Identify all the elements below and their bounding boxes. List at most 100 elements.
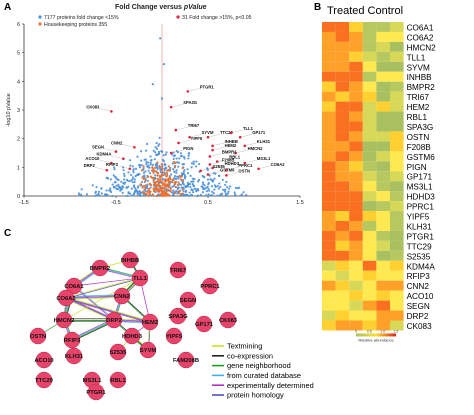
- heatmap-cell: [349, 81, 363, 92]
- scatter-point: [205, 190, 209, 193]
- scatter-point: [191, 183, 194, 186]
- scatter-point: [161, 178, 165, 181]
- housekeeping-point: [174, 191, 177, 195]
- heatmap-cell: [390, 310, 404, 321]
- scatter-point: [162, 63, 165, 66]
- housekeeping-point: [178, 174, 181, 178]
- heatmap-row-label: OSTN: [407, 133, 430, 142]
- scatter-point: [181, 182, 185, 185]
- label-leader: [171, 149, 184, 154]
- network-node: [29, 327, 47, 345]
- heatmap-cell: [322, 310, 336, 321]
- heatmap-cell: [362, 240, 377, 251]
- heatmap-cell: [349, 221, 363, 231]
- point-label: GP171: [252, 130, 266, 135]
- scatter-point: [203, 184, 206, 187]
- point-label: OSTN: [238, 168, 250, 173]
- heatmap-cell: [376, 171, 390, 182]
- housekeeping-point: [162, 194, 165, 197]
- heatmap-cell: [349, 131, 363, 142]
- scatter-point: [227, 190, 230, 193]
- scatter-point: [146, 142, 149, 146]
- scatter-point: [105, 189, 108, 192]
- scatter-point: [175, 190, 178, 193]
- scatter-point: [137, 185, 140, 188]
- scatter-point: [245, 193, 248, 197]
- network-node-label: RBL1: [110, 378, 126, 384]
- network-node: [141, 313, 159, 331]
- scatter-point: [207, 181, 210, 185]
- scatter-point: [175, 169, 178, 172]
- network-node: [105, 311, 123, 329]
- significant-point: [229, 131, 233, 135]
- scatter-point: [80, 188, 83, 191]
- label-leader: [217, 158, 230, 162]
- housekeeping-point: [143, 192, 146, 195]
- label-leader: [171, 103, 184, 108]
- scatter-point: [178, 157, 181, 160]
- scatter-point: [148, 172, 152, 175]
- y-tick-label: 1: [17, 165, 20, 171]
- heatmap-cell: [349, 121, 363, 132]
- housekeeping-point: [153, 190, 156, 193]
- heatmap-cell: [390, 71, 404, 82]
- significant-point: [206, 135, 210, 139]
- colorbar-tick: 1.5: [393, 329, 398, 333]
- colorbar-tick: 0: [355, 329, 357, 333]
- scatter-point: [188, 152, 191, 155]
- scatter-point: [103, 193, 107, 196]
- label-leader: [99, 108, 112, 112]
- scatter-point: [109, 178, 112, 181]
- significant-point: [114, 150, 118, 153]
- scatter-point: [134, 175, 137, 178]
- scatter-point: [123, 178, 126, 181]
- network-node-label: MS3L1: [83, 378, 102, 384]
- panel-c-letter: C: [4, 228, 12, 239]
- scatter-point: [199, 193, 202, 196]
- label-leader: [178, 139, 191, 144]
- network-node: [177, 351, 195, 369]
- heatmap-cell: [349, 91, 363, 102]
- scatter-point: [195, 189, 198, 192]
- heatmap-cell: [362, 171, 377, 182]
- scatter-point: [160, 97, 164, 100]
- legend-label: 7177 proteins fold change <15%: [44, 15, 119, 21]
- housekeeping-point: [139, 183, 143, 186]
- heatmap-cell: [376, 22, 390, 32]
- scatter-point: [145, 163, 148, 166]
- scatter-point: [213, 188, 216, 191]
- heatmap-cell: [322, 121, 336, 132]
- significant-point: [186, 90, 190, 93]
- network-node: [195, 315, 213, 333]
- network-node-label: TTC29: [35, 378, 53, 384]
- heatmap-cell: [376, 131, 390, 142]
- scatter-point: [131, 176, 135, 179]
- heatmap-cell: [335, 71, 350, 82]
- heatmap-row-label: RBL1: [407, 113, 428, 122]
- housekeeping-point: [166, 194, 169, 197]
- heatmap-cell: [335, 310, 350, 321]
- scatter-point: [214, 185, 217, 188]
- scatter-point: [192, 190, 195, 194]
- heatmap-cell: [390, 221, 404, 231]
- scatter-point: [190, 166, 193, 169]
- scatter-point: [175, 177, 178, 181]
- scatter-point: [105, 176, 108, 179]
- scatter-point: [229, 185, 232, 188]
- heatmap-cell: [335, 191, 350, 202]
- panel-a-letter: A: [4, 2, 12, 13]
- heatmap-cell: [335, 151, 350, 162]
- scatter-point: [187, 154, 190, 157]
- scatter-point: [149, 163, 152, 166]
- heatmap-cell: [362, 181, 377, 192]
- scatter-point: [159, 37, 162, 40]
- scatter-point: [144, 189, 147, 193]
- heatmap-cell: [349, 51, 363, 62]
- heatmap-row-label: DRP2: [407, 312, 429, 321]
- point-label: RFIP3: [106, 162, 119, 167]
- heatmap-cell: [349, 280, 363, 291]
- heatmap-cell: [362, 320, 377, 331]
- network-node-label: CK083: [219, 318, 238, 324]
- network-node-label: BMPR2: [90, 266, 110, 272]
- heatmap-cell: [335, 211, 350, 221]
